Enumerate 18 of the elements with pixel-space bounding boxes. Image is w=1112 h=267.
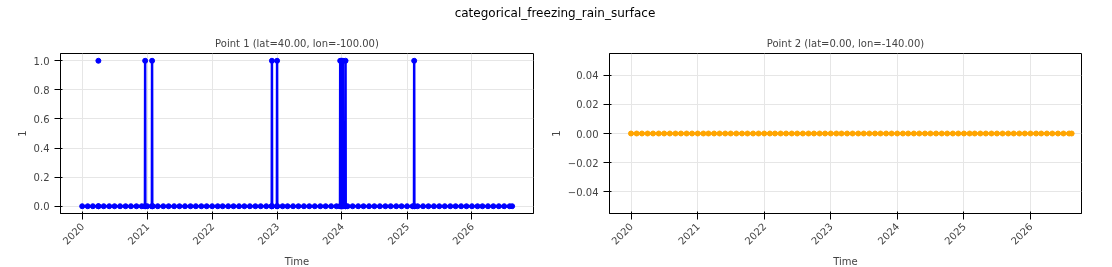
chart-title: Point 1 (lat=40.00, lon=-100.00)	[215, 37, 379, 49]
y-tick-label: −0.04	[567, 186, 599, 198]
y-tick-label: 0.0	[33, 201, 50, 213]
x-axis-title: Time	[832, 256, 858, 267]
y-tick-label: 0.6	[33, 113, 50, 125]
y-tick-label: 0.4	[33, 143, 50, 155]
y-axis-title: 1	[16, 130, 28, 137]
y-tick-label: 1.0	[33, 55, 50, 67]
y-tick-label: 0.2	[33, 172, 50, 184]
y-tick-label: 0.02	[576, 99, 599, 111]
y-tick-label: 0.04	[576, 70, 599, 82]
text: categorical_freezing_rain_surface	[454, 5, 656, 22]
y-axis-title: 1	[550, 130, 562, 137]
y-tick-label: −0.02	[567, 157, 599, 169]
chart-title: Point 2 (lat=0.00, lon=-140.00)	[766, 37, 925, 49]
x-axis-title: Time	[283, 256, 310, 267]
y-tick-label: 0.8	[33, 84, 50, 96]
y-tick-label: 0.00	[576, 128, 599, 140]
